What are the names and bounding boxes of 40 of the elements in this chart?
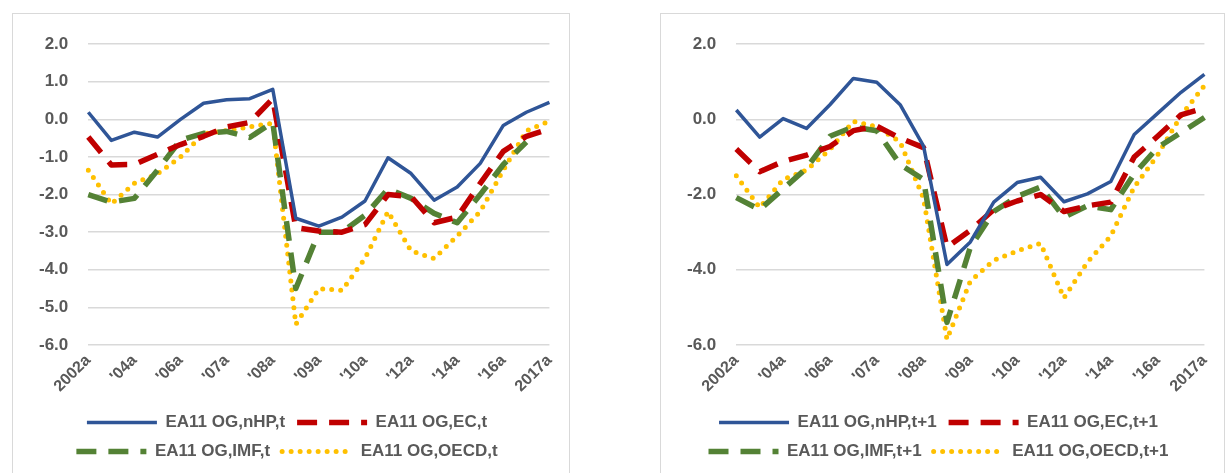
legend-label: EA11 OG,IMF,t	[154, 441, 271, 461]
x-tick-label: '07a	[848, 350, 883, 385]
x-tick-label: '10a	[988, 350, 1023, 385]
legend-label: EA11 OG,IMF,t+1	[787, 441, 922, 461]
y-tick-label: -2.0	[39, 184, 69, 204]
y-tick-label: -3.0	[39, 221, 69, 241]
x-tick-label: '06a	[152, 350, 186, 385]
x-tick-label: '04a	[754, 350, 789, 385]
y-tick-label: 2.0	[44, 33, 69, 53]
y-tick-label: -4.0	[687, 259, 717, 279]
x-tick-label: '09a	[942, 350, 976, 385]
x-tick-label: '07a	[198, 350, 232, 385]
x-tick-label: '14a	[428, 350, 463, 385]
legend-label: EA11 OG,nHP,t+1	[797, 412, 937, 432]
x-tick-label: '14a	[1082, 350, 1117, 385]
x-tick-label: '12a	[382, 350, 417, 385]
y-tick-label: 2.0	[692, 33, 717, 53]
y-tick-label: 1.0	[44, 71, 69, 91]
y-tick-label: -5.0	[39, 297, 69, 317]
y-tick-label: -4.0	[39, 259, 69, 279]
y-tick-label: -1.0	[39, 146, 69, 166]
legend-label: EA11 OG,OECD,t	[360, 441, 498, 461]
y-tick-label: 0.0	[44, 109, 69, 129]
legend-label: EA11 OG,EC,t+1	[1027, 412, 1158, 432]
y-tick-label: -6.0	[687, 334, 717, 354]
y-tick-label: 0.0	[692, 109, 717, 129]
x-tick-label: '04a	[106, 350, 140, 385]
x-tick-label: '16a	[1129, 350, 1163, 385]
x-tick-label: '12a	[1035, 350, 1070, 385]
legend-label: EA11 OG,EC,t	[375, 412, 488, 432]
x-tick-label: '09a	[290, 350, 325, 385]
y-tick-label: -6.0	[39, 334, 69, 354]
legend-label: EA11 OG,nHP,t	[165, 412, 286, 432]
x-tick-label: '08a	[895, 350, 929, 385]
y-tick-label: -2.0	[687, 184, 717, 204]
x-tick-label: '08a	[244, 350, 279, 385]
x-tick-label: '16a	[474, 350, 509, 385]
x-tick-label: '06a	[801, 350, 836, 385]
x-tick-label: '10a	[336, 350, 371, 385]
legend-label: EA11 OG,OECD,t+1	[1012, 441, 1169, 461]
